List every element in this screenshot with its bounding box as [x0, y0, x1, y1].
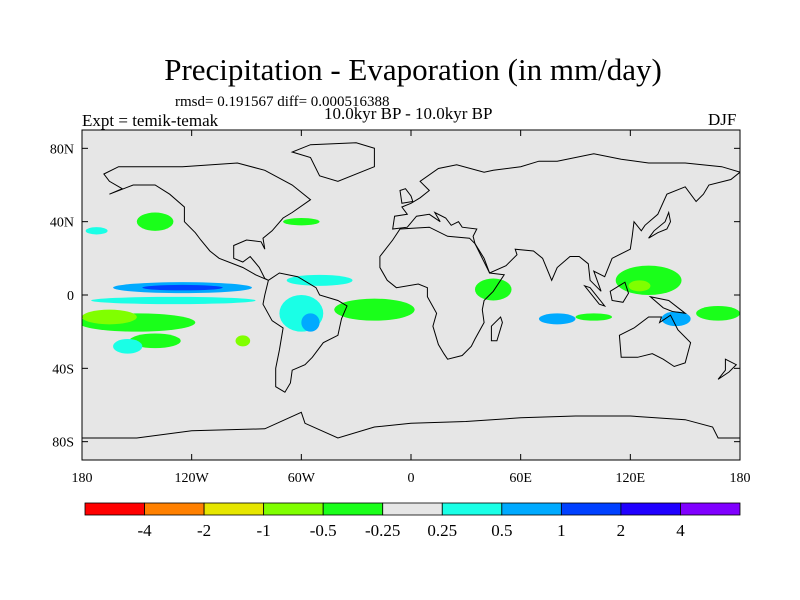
coastline-japan	[648, 210, 672, 239]
coastline-antarctica	[82, 411, 740, 439]
y-tick-label: 40S	[52, 362, 74, 377]
anomaly-region	[334, 298, 415, 321]
coastline-north-america	[103, 162, 312, 281]
map-background	[82, 130, 740, 460]
colorbar-swatch	[680, 502, 741, 516]
y-tick-label: 0	[67, 289, 74, 304]
anomaly-region	[301, 313, 320, 332]
period-label: 10.0kyr BP - 10.0kyr BP	[324, 104, 493, 123]
colorbar-label: 0.5	[491, 521, 512, 540]
anomaly-region	[142, 284, 223, 291]
anomaly-region	[283, 218, 320, 226]
x-tick-label: 60W	[288, 471, 316, 486]
colorbar-swatch	[620, 502, 681, 516]
colorbar-swatch	[263, 502, 324, 516]
stats-label: rmsd= 0.191567 diff= 0.000516388	[175, 94, 390, 110]
colorbar-swatch	[382, 502, 443, 516]
anomaly-region	[136, 212, 174, 231]
coastline-africa	[379, 226, 506, 360]
x-tick-label: 120W	[175, 471, 210, 486]
colorbar-label: 4	[676, 521, 685, 540]
anomaly-region	[474, 278, 512, 301]
colorbar-label: 2	[617, 521, 626, 540]
anomaly-region	[615, 265, 682, 296]
anomaly-region	[85, 227, 108, 235]
anomaly-region	[91, 296, 256, 305]
colorbar-label: 0.25	[427, 521, 457, 540]
plot-title: Precipitation - Evaporation (in mm/day)	[164, 52, 662, 87]
anomaly-region	[82, 309, 137, 325]
colorbar-swatch	[144, 502, 205, 516]
coastline-madagascar	[490, 316, 503, 342]
season-label: DJF	[708, 110, 737, 129]
colorbar-swatch	[84, 502, 145, 516]
colorbar-swatch	[441, 502, 503, 516]
x-tick-label: 180	[72, 471, 93, 486]
anomaly-region	[575, 313, 613, 321]
map-layer	[82, 142, 740, 439]
colorbar-label: -4	[137, 521, 152, 540]
coastline-greenland	[290, 142, 375, 182]
colorbar-swatch	[203, 502, 265, 516]
y-tick-label: 80S	[52, 436, 74, 451]
anomaly-region	[235, 335, 251, 347]
colorbar-label: 1	[557, 521, 566, 540]
coastline-australia	[618, 314, 692, 368]
anomaly-region	[538, 313, 576, 325]
y-tick-label: 80N	[50, 142, 74, 157]
colorbar-swatch	[501, 502, 562, 516]
colorbar-label: -1	[257, 521, 271, 540]
anomaly-region	[628, 280, 651, 292]
y-tick-label: 40N	[50, 216, 74, 231]
coastline-south-america	[262, 272, 348, 393]
anomaly-region	[286, 274, 353, 286]
coastline-new-zealand	[717, 358, 738, 380]
anomaly-region	[113, 339, 143, 354]
x-tick-label: 180	[730, 471, 751, 486]
anomaly-region	[129, 333, 181, 349]
x-tick-label: 120E	[616, 471, 646, 486]
coastline-sumatra	[583, 284, 607, 308]
anomaly-region	[661, 311, 691, 327]
colorbar-label: -2	[197, 521, 211, 540]
coastline-new-guinea	[648, 295, 687, 315]
colorbar-swatch	[560, 502, 622, 516]
coastline-borneo	[609, 281, 630, 303]
x-tick-label: 0	[408, 471, 415, 486]
experiment-label: Expt = temik-temak	[82, 111, 219, 130]
coastline-uk	[399, 188, 414, 204]
coastline-eurasia	[392, 153, 740, 292]
colorbar-label: -0.5	[310, 521, 337, 540]
x-tick-label: 60E	[509, 471, 532, 486]
colorbar-swatch	[322, 502, 384, 516]
colorbar-label: -0.25	[365, 521, 400, 540]
anomaly-region	[696, 306, 740, 321]
